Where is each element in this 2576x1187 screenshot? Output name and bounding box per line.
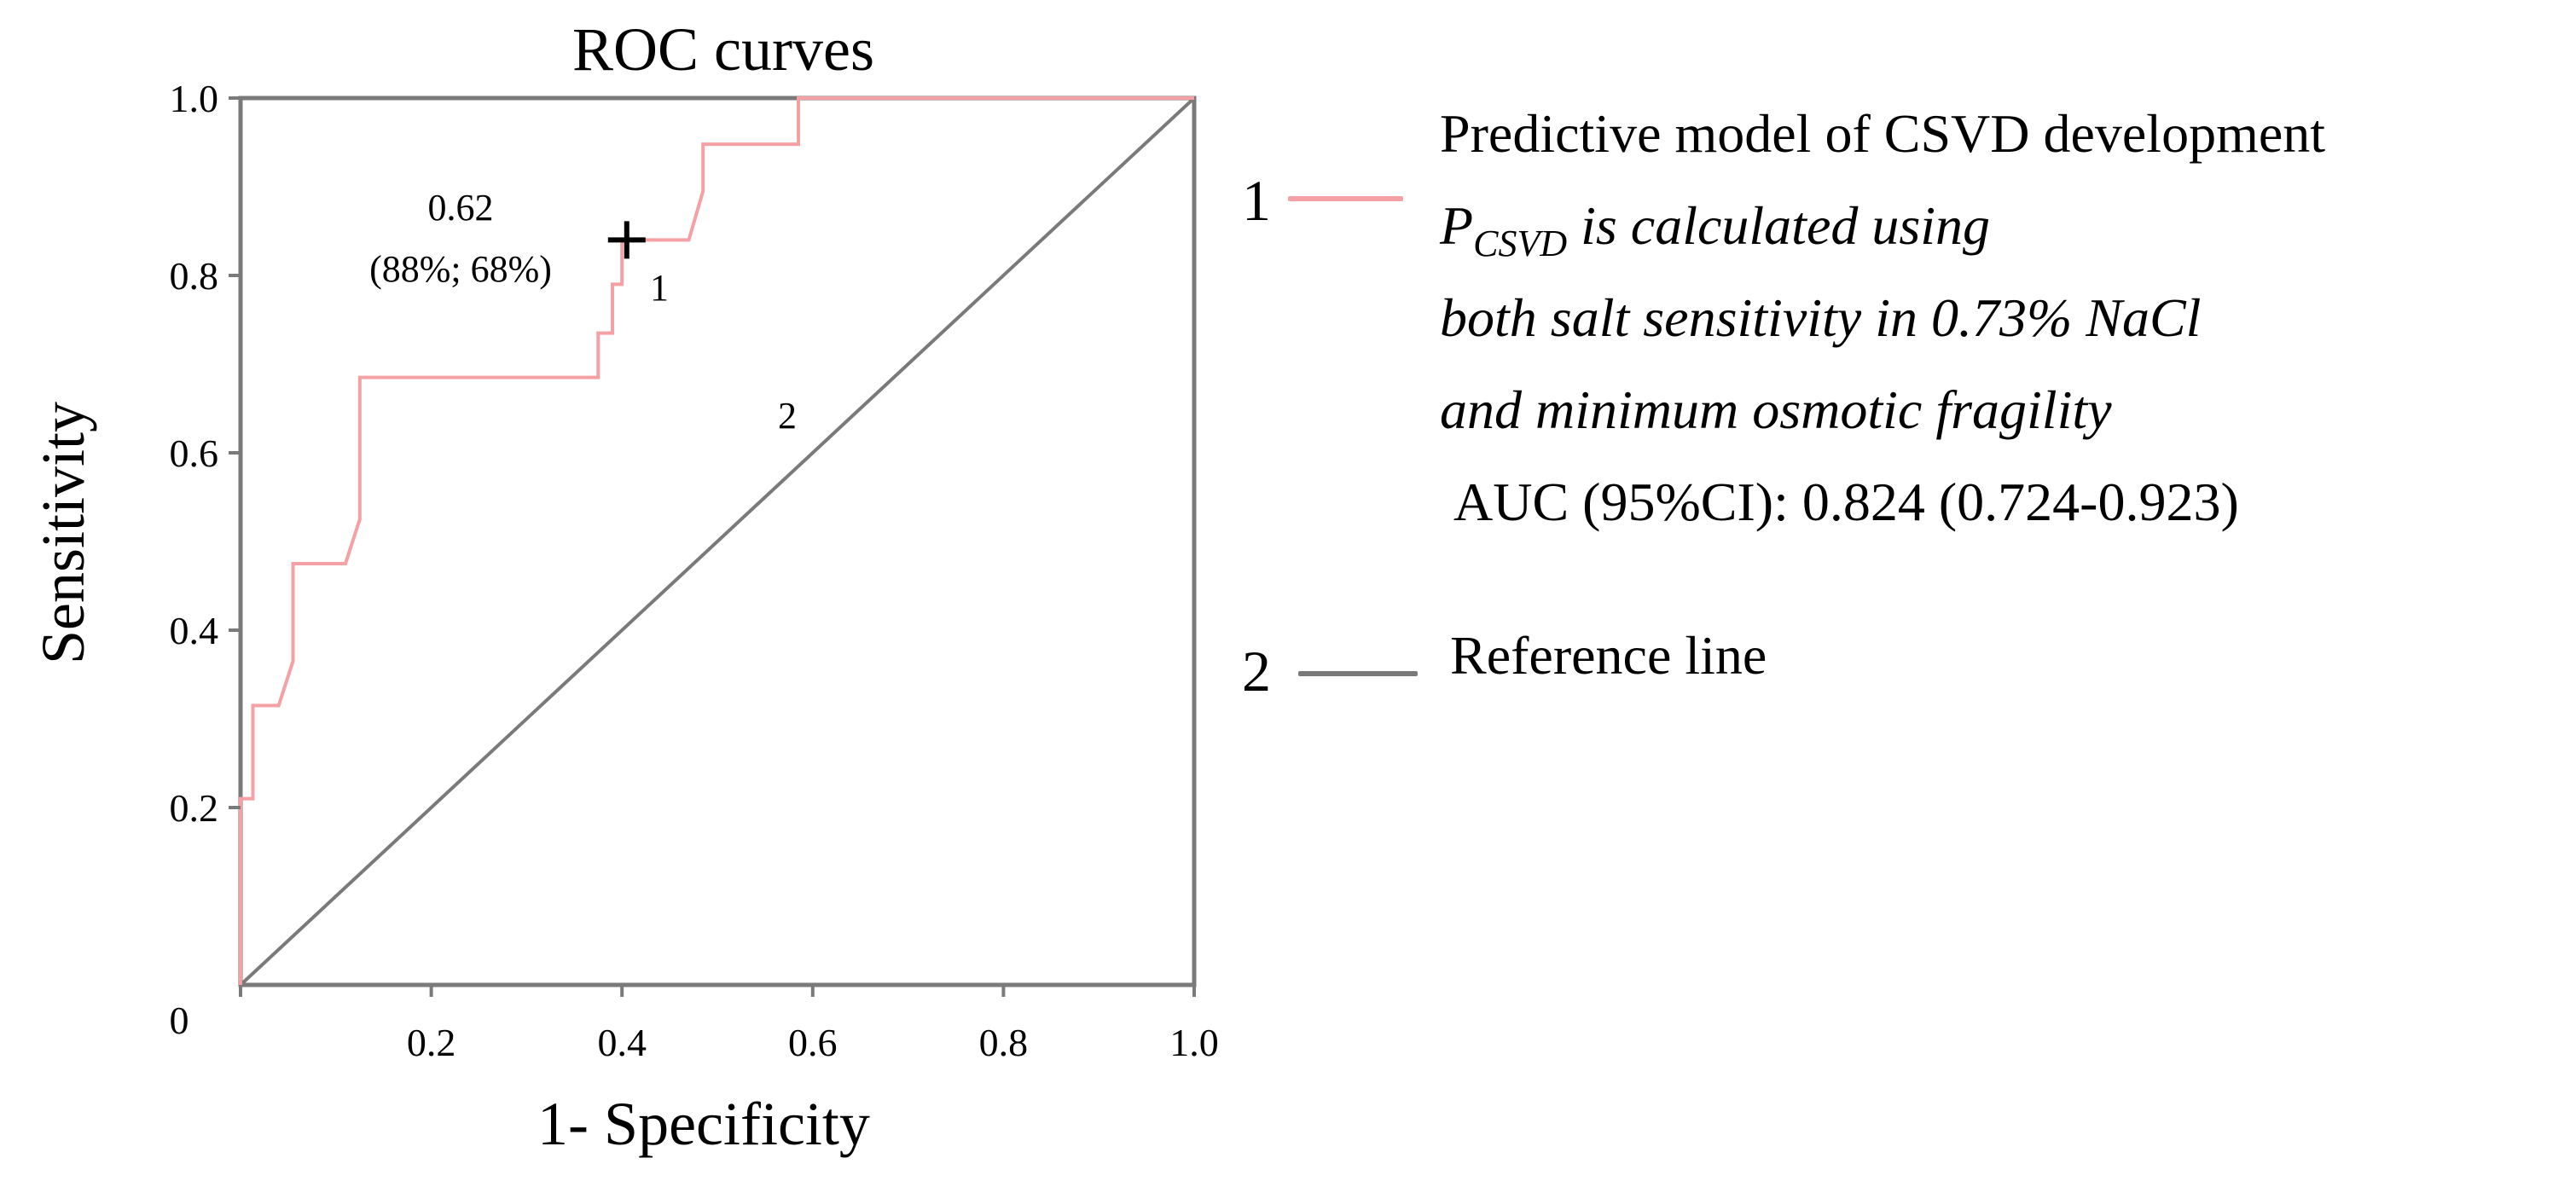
cutoff-marker <box>607 221 646 259</box>
x-tick-label: 0.6 <box>788 1021 838 1064</box>
roc-curve-line <box>239 96 1194 985</box>
legend-item-1-line-3: both salt sensitivity in 0.73% NaCl <box>1440 287 2202 348</box>
curve-2-number: 2 <box>778 395 797 437</box>
roc-chart: 0 0.2 0.4 0.6 0.8 1.0 0.2 0.4 0.6 0.8 1.0 ROC curv… <box>29 15 1219 1158</box>
x-tick-label: 0.4 <box>597 1021 647 1064</box>
legend-item-2-label: Reference line <box>1450 625 1767 686</box>
curve-1-number: 1 <box>650 267 669 309</box>
legend-item-1-line-4: and minimum osmotic fragility <box>1440 379 2112 440</box>
legend-item-2-swatch <box>1298 671 1418 676</box>
legend-item-1-formula-line: PCSVD is calculated using <box>1440 194 1990 265</box>
y-tick-label: 0.4 <box>170 609 219 652</box>
y-tick-label: 0.8 <box>170 254 219 298</box>
x-tick-label: 0 <box>170 999 189 1042</box>
legend: 1 Predictive model of CSVD development P… <box>1237 94 2567 742</box>
x-tick-label: 0.2 <box>407 1021 456 1064</box>
legend-item-1-title: Predictive model of CSVD development <box>1440 103 2326 164</box>
y-tick-label: 0.6 <box>170 431 219 475</box>
legend-symbol-sub: CSVD <box>1473 223 1568 264</box>
y-tick-label: 0.2 <box>170 786 219 830</box>
x-tick-label: 1.0 <box>1169 1021 1219 1064</box>
y-axis-label: Sensitivity <box>29 402 97 664</box>
cutoff-value-label: 0.62 <box>428 187 494 229</box>
x-tick-label: 0.8 <box>979 1021 1029 1064</box>
legend-item-1-swatch <box>1288 196 1403 201</box>
series-layer <box>239 96 1196 987</box>
legend-item-1-number: 1 <box>1242 168 1271 233</box>
cutoff-sens-spec-label: (88%; 68%) <box>369 248 552 290</box>
y-tick-label: 1.0 <box>170 77 219 120</box>
legend-item-2-number: 2 <box>1242 639 1271 704</box>
ticks-layer: 0 0.2 0.4 0.6 0.8 1.0 0.2 0.4 0.6 0.8 1.0 <box>170 77 1219 1064</box>
legend-item-1-line-2: is calculated using <box>1581 195 1991 256</box>
legend-symbol-main: P <box>1440 195 1474 256</box>
chart-title: ROC curves <box>572 15 874 84</box>
reference-line <box>239 96 1196 987</box>
plot-frame <box>238 96 1197 987</box>
x-axis-label: 1- Specificity <box>537 1090 870 1158</box>
legend-item-1-auc: AUC (95%CI): 0.824 (0.724-0.923) <box>1453 472 2239 532</box>
